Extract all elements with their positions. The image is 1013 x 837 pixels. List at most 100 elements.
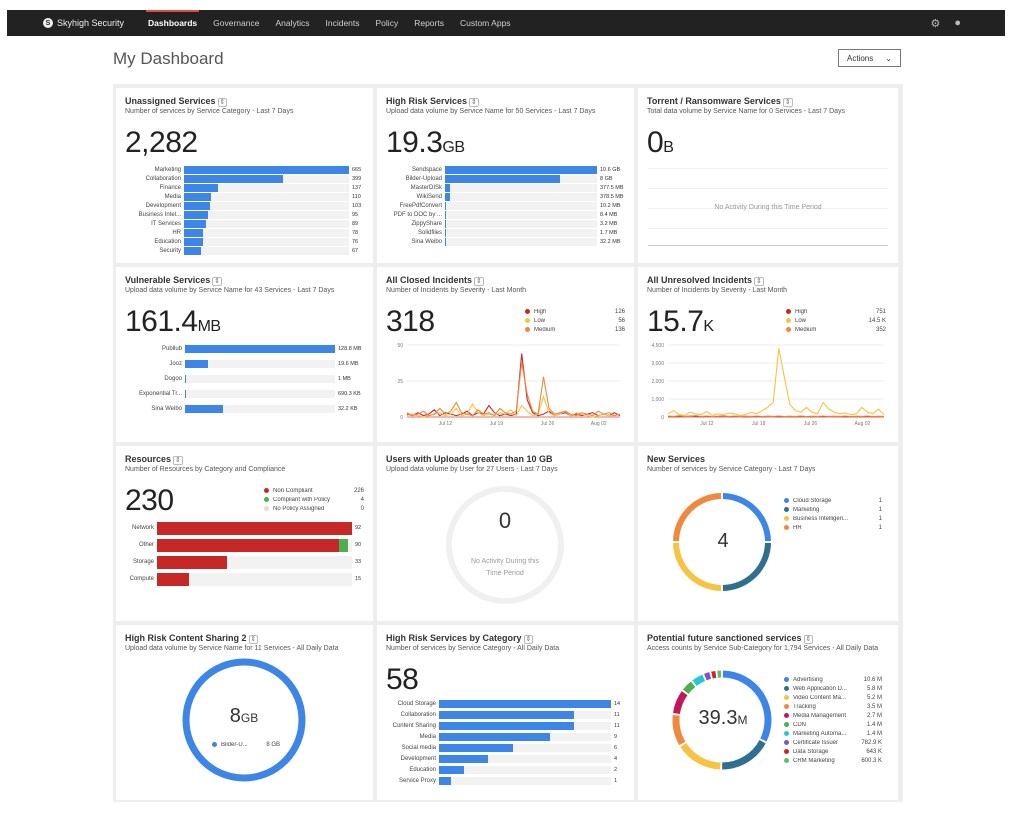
- widget-all-unresolved-incidents[interactable]: All Unresolved Incidents ⇕ Number of Inci…: [638, 267, 898, 442]
- widget-title[interactable]: New Services: [647, 454, 706, 464]
- widget-title[interactable]: High Risk Content Sharing 2 ⇕: [125, 633, 259, 644]
- nav-item-custom-apps[interactable]: Custom Apps: [459, 18, 511, 28]
- widget-title[interactable]: All Closed Incidents ⇕: [386, 275, 484, 286]
- chevron-down-icon: ⌄: [885, 53, 892, 63]
- sort-icon[interactable]: ⇕: [474, 277, 484, 286]
- sort-icon[interactable]: ⇕: [469, 98, 479, 107]
- legend-value: 126: [614, 308, 625, 315]
- x-tick-label: Jul 26: [804, 421, 818, 427]
- widget-new-services[interactable]: New Services Number of services by Servi…: [638, 446, 898, 621]
- widget-subtitle: Number of services by Service Category -…: [647, 466, 816, 473]
- nav-item-reports[interactable]: Reports: [414, 18, 444, 28]
- bar-row: Publlub 128.8 MB: [162, 345, 362, 353]
- sort-icon[interactable]: ⇕: [523, 635, 534, 644]
- bar: [184, 211, 208, 219]
- gear-icon[interactable]: ⚙: [930, 17, 941, 30]
- widget-title[interactable]: Torrent / Ransomware Services ⇕: [647, 96, 793, 107]
- bar-value: 137: [352, 185, 362, 191]
- bar-value: 10.6 GB: [600, 167, 621, 173]
- legend-dot: [784, 677, 789, 682]
- widget-subtitle: Number of services by Service Category -…: [125, 108, 294, 115]
- bar-row: Collaboration 399: [146, 175, 361, 183]
- legend-item: Web Application D... 5.8 M: [784, 684, 882, 693]
- user-icon[interactable]: ●: [954, 16, 961, 29]
- legend-dot: [212, 742, 217, 747]
- sort-icon[interactable]: ⇕: [217, 98, 228, 107]
- sort-icon[interactable]: ⇕: [803, 635, 814, 644]
- widget-high-risk-by-category[interactable]: High Risk Services by Category ⇕ Number o…: [377, 625, 634, 800]
- bar-track: [184, 238, 349, 246]
- bar-row: Other 90: [139, 539, 361, 552]
- legend-dot: [784, 758, 789, 763]
- widget-subtitle: Upload data volume by User for 27 Users …: [386, 466, 558, 473]
- bar-label: Service Proxy: [398, 778, 436, 784]
- actions-dropdown[interactable]: Actions ⌄: [838, 49, 901, 67]
- widget-all-closed-incidents[interactable]: All Closed Incidents ⇕ Number of Incident…: [377, 267, 634, 442]
- donut-slice: [673, 542, 722, 591]
- bar: [445, 193, 451, 201]
- bar-value: 399: [352, 176, 362, 182]
- legend-item: Medium 136: [525, 325, 625, 334]
- legend-dot: [786, 309, 791, 314]
- bar-track: [184, 211, 349, 219]
- donut-slice: [722, 493, 771, 542]
- legend-value: 5.8 M: [866, 685, 882, 692]
- brand[interactable]: S Skyhigh Security: [43, 18, 124, 28]
- y-tick-label: 0: [661, 415, 664, 421]
- legend-item: Compliant with Policy 4: [264, 495, 364, 504]
- bar: [439, 777, 452, 785]
- bar-row: FreePdfConvert 10.2 MB: [400, 202, 620, 210]
- bar-row: Media 110: [165, 193, 361, 201]
- bar-label: Solidfiles: [417, 230, 442, 236]
- nav-item-dashboards[interactable]: Dashboards: [140, 10, 205, 36]
- bar-track: [184, 202, 349, 210]
- widget-title[interactable]: Unassigned Services ⇕: [125, 96, 228, 107]
- widget-title[interactable]: All Unresolved Incidents ⇕: [647, 275, 764, 286]
- nav-item-incidents[interactable]: Incidents: [325, 18, 360, 28]
- legend-item: High 126: [525, 307, 625, 316]
- bar-row: HR 78: [172, 229, 358, 237]
- widget-title[interactable]: Vulnerable Services ⇕: [125, 275, 223, 286]
- legend-label: Compliant with Policy: [273, 496, 331, 503]
- bar-value: 103: [352, 203, 362, 209]
- sort-icon[interactable]: ⇕: [754, 277, 764, 286]
- widget-users-uploads[interactable]: Users with Uploads greater than 10 GB Up…: [377, 446, 634, 621]
- bar-track: [185, 360, 335, 368]
- widget-title[interactable]: Resources ⇕: [125, 454, 183, 465]
- series-line-medium: [667, 415, 885, 418]
- widget-torrent-ransomware[interactable]: Torrent / Ransomware Services ⇕ Total dat…: [638, 88, 898, 263]
- bar-row: Compute 15: [130, 573, 361, 586]
- legend-dot: [784, 731, 789, 736]
- nav-item-governance[interactable]: Governance: [213, 18, 260, 28]
- legend-label: Medium: [795, 326, 817, 333]
- widget-vulnerable-services[interactable]: Vulnerable Services ⇕ Upload data volume …: [116, 267, 373, 442]
- widget-title[interactable]: Users with Uploads greater than 10 GB: [386, 454, 553, 464]
- widget-resources[interactable]: Resources ⇕ Number of Resources by Catego…: [116, 446, 373, 621]
- widget-unassigned-services[interactable]: Unassigned Services ⇕ Number of services …: [116, 88, 373, 263]
- legend-value: 751: [875, 308, 886, 315]
- legend-item: Medium 352: [786, 325, 886, 334]
- sort-icon[interactable]: ⇕: [248, 635, 259, 644]
- legend-dot: [525, 309, 530, 314]
- widget-high-risk-content-sharing[interactable]: High Risk Content Sharing 2 ⇕ Upload data…: [116, 625, 373, 800]
- widget-title[interactable]: Potential future sanctioned services ⇕: [647, 633, 814, 644]
- bar: [184, 166, 349, 174]
- donut-slice: [672, 691, 688, 715]
- sort-icon[interactable]: ⇕: [173, 456, 183, 465]
- bar: [184, 220, 207, 228]
- widget-potential-future-sanctioned[interactable]: Potential future sanctioned services ⇕ Ac…: [638, 625, 898, 800]
- bar-value: 9: [614, 734, 618, 740]
- widget-title[interactable]: High Risk Services ⇕: [386, 96, 479, 107]
- nav-item-policy[interactable]: Policy: [375, 18, 399, 28]
- widget-high-risk-services[interactable]: High Risk Services ⇕ Upload data volume b…: [377, 88, 634, 263]
- widget-title[interactable]: High Risk Services by Category ⇕: [386, 633, 534, 644]
- bar-label: Business Intel...: [138, 212, 181, 218]
- donut-slice: [722, 542, 771, 591]
- legend-item: No Policy Assigned 0: [264, 504, 364, 513]
- sort-icon[interactable]: ⇕: [212, 277, 223, 286]
- nav-item-analytics[interactable]: Analytics: [275, 18, 310, 28]
- bar: [445, 202, 446, 210]
- bar-track: [439, 755, 611, 763]
- sort-icon[interactable]: ⇕: [782, 98, 793, 107]
- legend-label: No Policy Assigned: [273, 505, 325, 512]
